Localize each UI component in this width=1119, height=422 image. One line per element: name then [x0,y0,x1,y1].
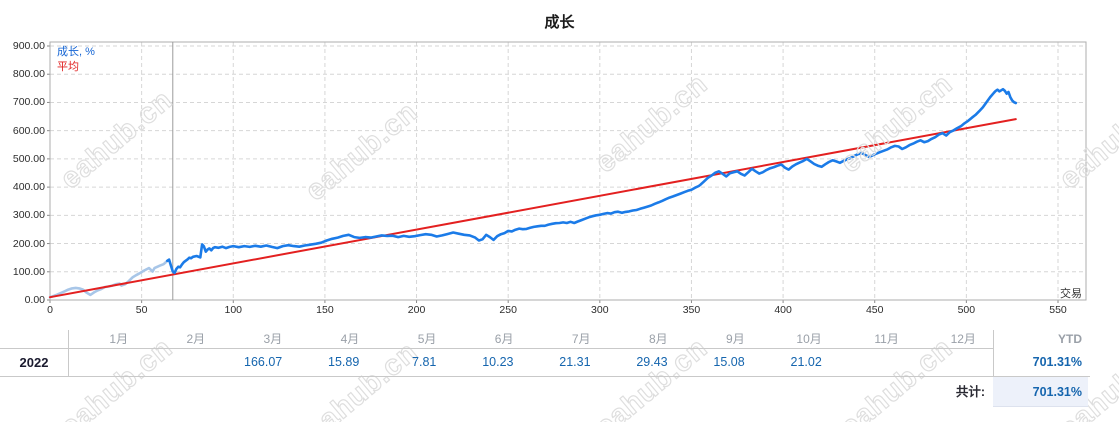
month-value-cell: 21.31 [559,355,591,369]
series-growth [166,87,1018,275]
x-axis-tick-label: 200 [407,304,426,316]
page-title: 成长 [544,14,575,31]
table-row-rule [0,376,1090,377]
x-axis-tick-label: 500 [957,304,976,316]
x-axis-tick-label: 300 [591,304,609,316]
table-header-rule [0,348,993,349]
x-axis-title: 交易 [1060,288,1082,300]
month-header-cell: 7月 [571,332,591,346]
y-axis-tick-label: 100.00 [12,265,45,278]
month-header-cell: 8月 [648,332,668,346]
legend-average-label: 平均 [57,61,79,73]
year-label: 2022 [19,355,49,370]
month-value-cell: 15.89 [328,355,360,369]
month-header-cell: 5月 [417,332,437,346]
x-axis-tick-label: 50 [135,304,148,316]
month-value-cell: 7.81 [412,355,437,369]
month-header-cell: 11月 [874,332,899,346]
y-axis-tick-label: 500.00 [12,152,45,165]
month-value-cell: 15.08 [713,355,745,369]
month-header-cell: 1月 [109,332,129,346]
chart-legend: 成长, % 平均 [57,45,95,75]
x-axis-tick-label: 0 [47,304,53,316]
total-value-cell: 701.31% [993,377,1088,407]
month-header-cell: 3月 [263,332,283,346]
y-axis-tick-label: 300.00 [12,209,45,222]
x-axis-tick-label: 450 [865,304,884,316]
month-value-cell [145,349,222,376]
month-header-row: 1月 2月 3月 4月 5月 6月 7月 8月 9月 10月 11月 12月 [68,330,993,348]
month-header-cell: 4月 [340,332,360,346]
x-axis-tick-label: 550 [1049,304,1067,316]
y-axis-tick-label: 0.00 [24,294,45,306]
x-axis-tick-label: 100 [224,304,243,316]
month-value-cell [68,349,145,376]
growth-chart [47,41,1087,303]
series-average [49,118,1017,299]
month-value-cell [839,349,916,376]
month-header-cell: 2月 [186,332,206,346]
table-ytd-divider [993,330,994,376]
month-header-cell: 12月 [950,332,976,346]
month-header-cell: 6月 [494,332,514,346]
month-value-cell: 29.43 [636,355,668,369]
plot-border [49,41,1087,301]
x-axis-tick-label: 350 [682,304,701,316]
x-axis-tick-label: 150 [316,304,334,316]
x-axis-tick-label: 400 [774,304,792,316]
month-value-cell: 10.23 [482,355,514,369]
table-year-divider [68,330,69,376]
month-value-cell: 21.02 [790,355,822,369]
y-axis-tick-label: 200.00 [12,237,45,250]
month-value-cell [916,349,993,376]
month-header-cell: 10月 [796,332,822,346]
y-axis-tick-label: 600.00 [12,124,45,137]
ytd-header-cell: YTD [1058,332,1082,346]
total-label: 共计: [955,385,985,399]
y-axis-tick-label: 400.00 [12,181,45,194]
legend-growth-label: 成长, % [57,46,95,58]
month-header-cell: 9月 [726,332,745,346]
ytd-value-cell: 701.31% [1032,355,1082,369]
y-axis-tick-label: 800.00 [12,68,45,81]
y-axis-tick-label: 900.00 [12,40,45,52]
month-value-cell: 166.07 [244,355,283,369]
y-axis-tick-label: 700.00 [12,96,45,109]
monthly-values-row: 166.07 15.89 7.81 10.23 21.31 29.43 15.0… [68,349,993,376]
x-axis-tick-label: 250 [499,304,517,316]
